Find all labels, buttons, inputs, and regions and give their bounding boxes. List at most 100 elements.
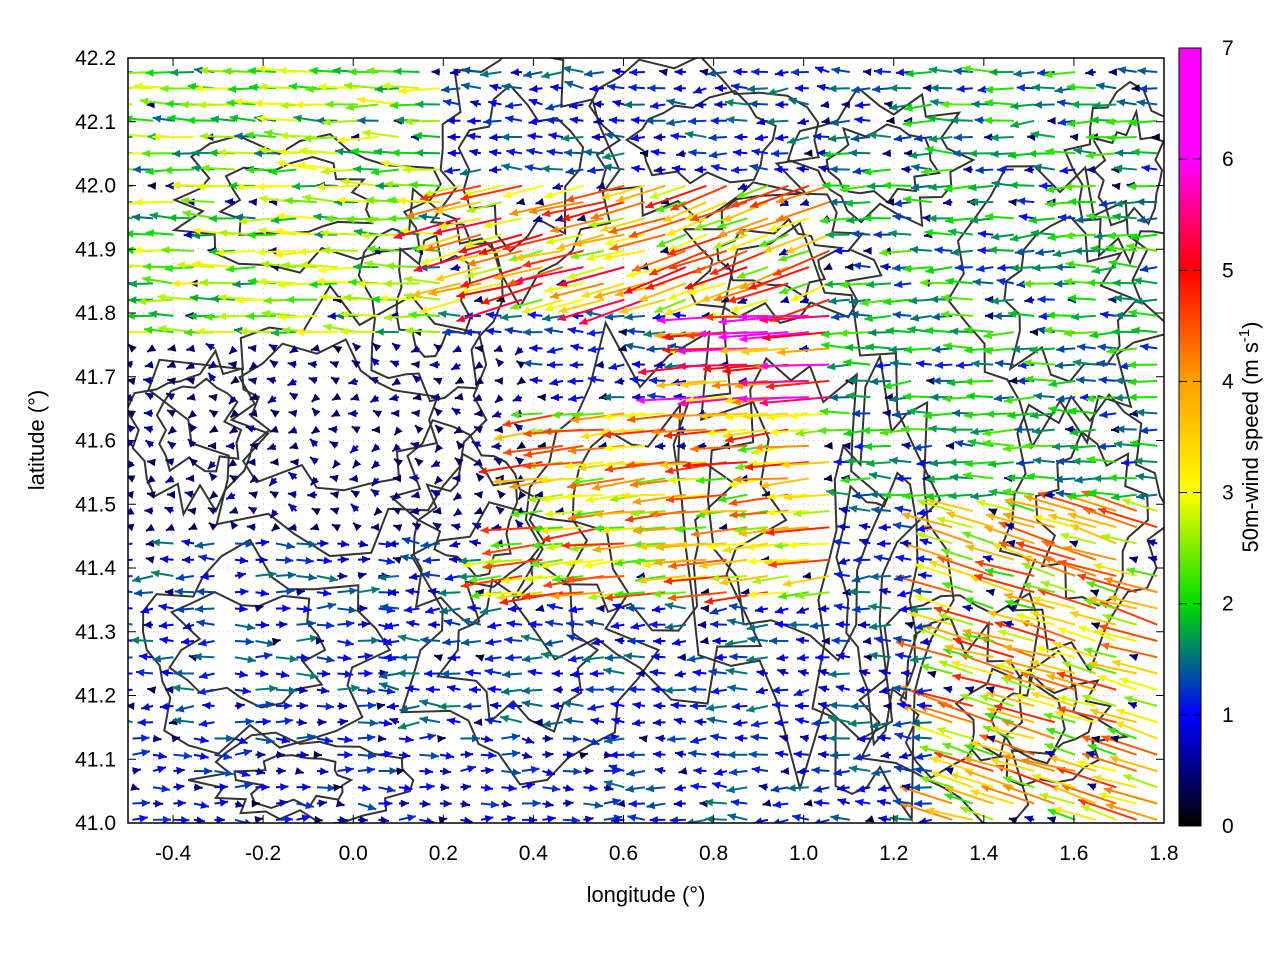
wind-arrow-head bbox=[874, 67, 883, 76]
wind-arrow-head bbox=[411, 345, 421, 353]
wind-arrow-head bbox=[654, 331, 663, 340]
wind-arrow-head bbox=[226, 99, 235, 107]
wind-arrow-head bbox=[1048, 379, 1058, 388]
wind-arrow-head bbox=[503, 190, 512, 199]
wind-arrow-head bbox=[433, 344, 443, 353]
wind-arrow-head bbox=[852, 167, 862, 175]
wind-arrow-head bbox=[446, 116, 455, 125]
wind-arrow-head bbox=[550, 225, 559, 234]
wind-arrow-head bbox=[707, 69, 716, 78]
wind-arrow-head bbox=[686, 655, 696, 663]
wind-arrow-head bbox=[788, 541, 797, 550]
wind-arrow-head bbox=[925, 146, 934, 154]
wind-arrow-head bbox=[256, 248, 265, 256]
wind-arrow-head bbox=[1055, 489, 1065, 498]
wind-arrow-head bbox=[964, 346, 973, 354]
wind-arrow-head bbox=[744, 463, 754, 471]
wind-arrow-head bbox=[719, 346, 728, 355]
wind-arrow-head bbox=[920, 775, 930, 784]
wind-arrow-head bbox=[844, 343, 854, 352]
wind-arrow-head bbox=[329, 474, 339, 483]
wind-arrow-head bbox=[929, 459, 938, 467]
wind-arrow-head bbox=[1002, 753, 1012, 762]
wind-arrow bbox=[1046, 674, 1097, 691]
wind-arrow-head bbox=[1043, 712, 1053, 721]
wind-arrow-head bbox=[1016, 377, 1025, 385]
wind-arrow bbox=[775, 184, 830, 204]
wind-arrow-head bbox=[300, 750, 309, 759]
wind-arrow-head bbox=[1003, 658, 1013, 667]
contour-line bbox=[416, 452, 519, 578]
wind-arrow-head bbox=[655, 204, 665, 213]
wind-arrow-head bbox=[284, 815, 293, 823]
wind-arrow-head bbox=[968, 183, 977, 192]
wind-arrow-head bbox=[730, 200, 740, 208]
wind-arrow-head bbox=[721, 295, 731, 303]
wind-arrow-head bbox=[901, 783, 911, 791]
wind-arrow-head bbox=[758, 239, 768, 247]
wind-arrow bbox=[609, 233, 666, 251]
wind-arrow-head bbox=[481, 590, 490, 599]
wind-arrow-head bbox=[467, 117, 476, 125]
wind-arrow bbox=[933, 606, 994, 626]
wind-arrow-head bbox=[662, 346, 671, 354]
wind-arrow-head bbox=[340, 178, 350, 186]
wind-arrow-head bbox=[979, 734, 989, 742]
wind-arrow-head bbox=[730, 798, 740, 807]
wind-arrow-head bbox=[985, 312, 994, 320]
wind-arrow-head bbox=[914, 622, 924, 631]
wind-arrow bbox=[765, 379, 830, 388]
wind-arrow-head bbox=[1056, 345, 1065, 354]
wind-arrow-head bbox=[524, 574, 533, 583]
wind-arrow-head bbox=[829, 198, 838, 206]
wind-arrow-head bbox=[523, 429, 532, 438]
wind-arrow bbox=[433, 217, 502, 235]
wind-arrow-head bbox=[763, 245, 773, 253]
wind-arrow-head bbox=[1085, 68, 1094, 77]
wind-arrow-head bbox=[997, 263, 1006, 272]
wind-arrow-head bbox=[1091, 622, 1101, 630]
wind-arrow-head bbox=[848, 505, 858, 513]
wind-arrow-head bbox=[738, 445, 747, 454]
wind-arrow-head bbox=[158, 324, 167, 333]
wind-arrow-head bbox=[309, 671, 319, 680]
wind-arrow-head bbox=[627, 814, 637, 822]
wind-arrow-head bbox=[544, 326, 553, 335]
wind-arrow-head bbox=[600, 224, 609, 233]
wind-arrow-head bbox=[407, 814, 416, 822]
wind-arrow-head bbox=[639, 294, 649, 302]
wind-arrow-head bbox=[770, 785, 780, 793]
wind-arrow bbox=[631, 249, 687, 272]
wind-arrow-head bbox=[729, 768, 738, 776]
wind-arrow-head bbox=[183, 622, 192, 630]
wind-arrow-head bbox=[187, 82, 197, 91]
wind-arrow-head bbox=[507, 278, 516, 287]
wind-arrow-head bbox=[234, 97, 243, 106]
wind-arrow-head bbox=[1073, 247, 1082, 255]
wind-arrow-head bbox=[510, 302, 519, 310]
wind-arrow-head bbox=[909, 605, 918, 614]
wind-arrow-head bbox=[802, 571, 812, 580]
wind-arrow-head bbox=[653, 133, 662, 142]
wind-arrow-head bbox=[902, 195, 912, 204]
wind-arrow-head bbox=[811, 719, 820, 727]
wind-arrow-head bbox=[410, 507, 419, 515]
wind-arrow-head bbox=[351, 360, 361, 369]
wind-arrow-head bbox=[982, 725, 992, 733]
wind-arrow-head bbox=[158, 621, 168, 630]
wind-arrow bbox=[128, 330, 133, 334]
wind-arrow-head bbox=[877, 734, 886, 742]
wind-arrow-head bbox=[128, 246, 134, 255]
wind-arrow-head bbox=[677, 362, 686, 371]
contour-line bbox=[429, 58, 621, 309]
wind-arrow bbox=[1080, 735, 1138, 756]
wind-arrow-head bbox=[493, 477, 502, 486]
wind-arrow-head bbox=[970, 492, 979, 501]
wind-arrow-head bbox=[1086, 133, 1095, 142]
wind-arrow-head bbox=[128, 507, 135, 515]
wind-arrow-head bbox=[746, 655, 755, 664]
contour-line bbox=[400, 501, 661, 786]
wind-arrow-head bbox=[1023, 441, 1032, 450]
wind-arrow bbox=[765, 526, 830, 535]
wind-arrow-head bbox=[265, 736, 275, 745]
